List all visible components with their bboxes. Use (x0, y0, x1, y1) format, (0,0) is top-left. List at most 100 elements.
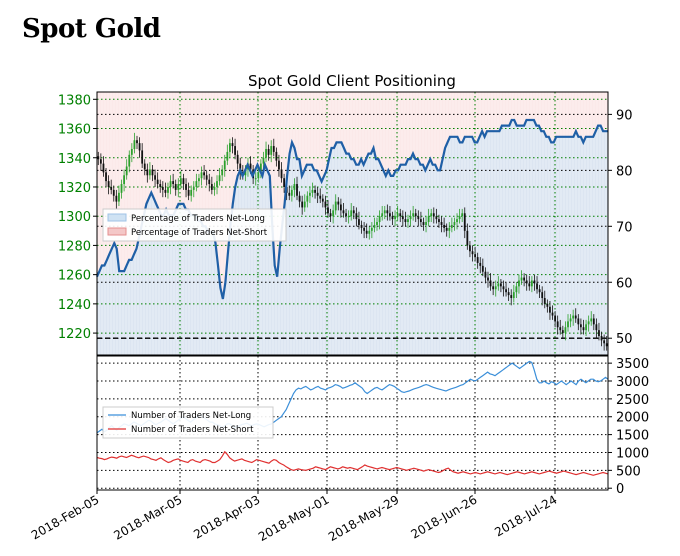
legend-swatch-net-long-pct (107, 213, 127, 222)
candle-body (327, 207, 329, 214)
y-tick-label-bottom: 3500 (616, 357, 649, 372)
net-short-count-line (96, 450, 609, 476)
candle-body (306, 195, 309, 202)
candle-body (128, 154, 131, 167)
candle-body (422, 222, 425, 225)
y-tick-label-bottom: 1000 (616, 446, 649, 461)
candle-body (461, 213, 464, 217)
candle-body (231, 143, 234, 147)
candle-body (502, 286, 505, 290)
x-axis: 2018-Feb-05 2018-Mar-05 2018-Apr-032018-Ma… (29, 490, 560, 544)
candle-body (298, 195, 301, 202)
x-tick-label: 2018-May-01 (256, 492, 331, 544)
candle-body (401, 216, 404, 220)
legend-swatch-net-short-pct (107, 227, 127, 236)
candle-body (182, 178, 185, 185)
candle-body (130, 148, 133, 155)
candle-body (523, 277, 526, 281)
candle-body (567, 321, 569, 328)
candle-body (229, 143, 231, 152)
candle-body (559, 327, 562, 331)
top-legend: Percentage of Traders Net-Long Percentag… (102, 208, 287, 242)
candle-body (159, 184, 162, 187)
candle-body (605, 343, 608, 347)
candle-body (427, 216, 430, 223)
candle-body (574, 315, 577, 319)
candle-body (288, 192, 291, 196)
candle-body (533, 280, 536, 284)
candle-body (471, 251, 474, 255)
candle-body (587, 321, 590, 325)
y-tick-label-right: 80 (616, 164, 633, 179)
x-tick-label: 2018-Mar-05 (111, 492, 184, 542)
candle-body (259, 163, 262, 173)
candle-body (138, 143, 141, 151)
candle-body (125, 166, 128, 176)
candle-body (208, 179, 211, 185)
candle-body (203, 172, 206, 176)
candle-body (466, 230, 469, 246)
candle-body (554, 315, 556, 322)
candle-body (120, 184, 123, 193)
candle-body (577, 318, 580, 325)
candle-body (443, 224, 446, 228)
candle-body (376, 222, 378, 225)
candle-body (316, 192, 319, 196)
candle-body (564, 327, 567, 334)
x-tick-label: 2018-Jun-26 (409, 492, 480, 541)
candle-body (187, 189, 190, 196)
candle-body (296, 184, 298, 196)
candle-body (329, 213, 332, 217)
y-tick-label-left: 1360 (58, 123, 91, 138)
candle-body (169, 181, 172, 187)
candle-body (118, 192, 120, 202)
candle-body (283, 178, 286, 187)
candle-body (556, 321, 559, 328)
candle-body (484, 271, 487, 278)
candle-body (265, 148, 267, 158)
candle-body (185, 184, 187, 190)
candle-body (275, 151, 278, 161)
y-tick-label-left: 1320 (58, 181, 91, 196)
candle-body (499, 283, 502, 287)
candle-body (373, 224, 376, 228)
candle-body (198, 178, 200, 182)
candle-body (352, 210, 355, 214)
candle-body (389, 213, 391, 217)
candle-body (538, 289, 541, 293)
y-tick-label-right: 70 (616, 220, 633, 235)
chart-title: Spot Gold Client Positioning (248, 72, 456, 90)
candle-body (133, 140, 136, 149)
candle-body (319, 195, 322, 199)
x-tick-label: 2018-Jul-24 (492, 492, 559, 539)
candle-body (190, 189, 193, 196)
candle-body (445, 227, 448, 231)
x-tick-label: 2018-Apr-03 (191, 492, 262, 541)
candle-body (512, 292, 515, 299)
candle-body (549, 306, 551, 313)
net-long-area (97, 120, 608, 355)
candle-body (476, 257, 479, 263)
candle-body (579, 324, 582, 328)
candle-body (590, 318, 593, 322)
candle-body (368, 230, 371, 234)
candle-body (337, 201, 340, 205)
candle-body (515, 286, 518, 293)
candle-body (481, 265, 484, 272)
candle-body (572, 315, 575, 319)
candle-body (244, 169, 247, 176)
candle-body (334, 201, 337, 211)
candle-body (332, 210, 335, 217)
candle-body (161, 186, 164, 190)
candle-body (469, 245, 471, 252)
candle-body (363, 227, 366, 231)
candle-body (249, 163, 252, 170)
candle-body (536, 283, 538, 290)
candle-body (290, 189, 293, 196)
trader-count-panel-frame (96, 355, 609, 491)
page-title: Spot Gold (22, 14, 161, 44)
candle-body (309, 192, 311, 196)
candle-body (458, 216, 461, 220)
candle-body (585, 324, 587, 331)
candle-body (440, 222, 443, 225)
